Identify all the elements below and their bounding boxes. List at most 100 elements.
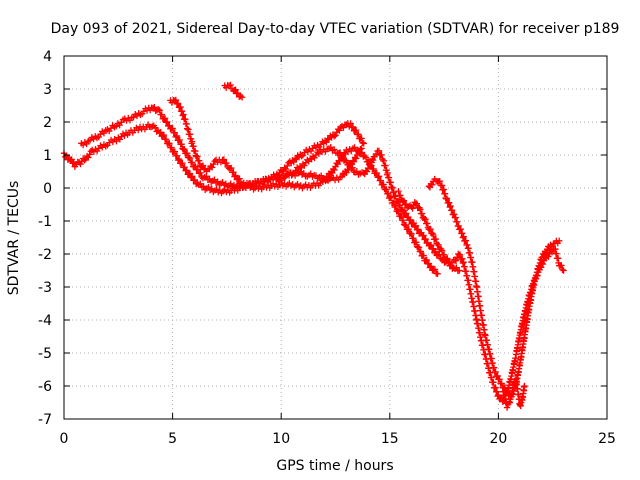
- data-point: [237, 92, 244, 100]
- data-point: [459, 259, 467, 267]
- data-point: [152, 124, 159, 131]
- data-point: [330, 146, 338, 153]
- y-tick-label: 1: [43, 148, 52, 164]
- data-point: [238, 94, 246, 101]
- data-point: [408, 230, 415, 238]
- data-point: [490, 379, 497, 386]
- data-point: [493, 388, 501, 395]
- data-point: [354, 146, 361, 154]
- data-point: [331, 166, 338, 174]
- data-point: [407, 216, 414, 224]
- data-point: [352, 126, 360, 134]
- data-point: [397, 192, 404, 199]
- data-point: [153, 128, 160, 135]
- data-point: [211, 157, 218, 165]
- data-point: [323, 139, 330, 146]
- data-point: [161, 115, 169, 122]
- data-point: [452, 257, 460, 264]
- data-point: [514, 385, 521, 393]
- data-point: [374, 174, 382, 181]
- data-point: [327, 144, 334, 151]
- y-tick-label: -1: [38, 214, 52, 230]
- data-point: [168, 144, 175, 151]
- data-point: [234, 89, 241, 97]
- data-point: [456, 267, 463, 274]
- y-tick-label: -6: [38, 379, 52, 395]
- data-point: [427, 225, 434, 233]
- series-track-7: [221, 81, 246, 101]
- data-point: [353, 168, 360, 175]
- data-point: [68, 156, 75, 163]
- data-point: [232, 172, 239, 179]
- y-tick-label: 3: [43, 82, 52, 98]
- data-point: [339, 153, 346, 160]
- data-point: [302, 159, 310, 166]
- data-point: [490, 364, 498, 371]
- data-point: [395, 187, 402, 195]
- data-point: [77, 160, 84, 168]
- data-point: [322, 177, 329, 185]
- data-point: [453, 264, 460, 271]
- data-point: [452, 214, 459, 221]
- data-point: [413, 200, 420, 207]
- x-tick-label: 5: [168, 431, 177, 447]
- data-point: [396, 202, 404, 209]
- data-point: [399, 216, 407, 224]
- data-point: [443, 195, 451, 202]
- data-point: [223, 159, 230, 167]
- data-point: [503, 404, 511, 411]
- y-tick-label: 2: [43, 115, 52, 131]
- data-point: [240, 179, 247, 187]
- data-point: [417, 248, 425, 255]
- data-point: [451, 211, 458, 218]
- data-point: [431, 266, 439, 273]
- data-point: [179, 159, 186, 167]
- data-point: [186, 154, 194, 162]
- data-point: [200, 183, 207, 190]
- data-point: [422, 216, 429, 223]
- data-point: [542, 249, 550, 256]
- data-point: [363, 168, 371, 175]
- data-point: [162, 136, 170, 143]
- data-point: [375, 173, 383, 180]
- data-point: [398, 206, 406, 213]
- y-tick-label: -5: [38, 346, 52, 362]
- y-axis-label: SDTVAR / TECUs: [6, 181, 22, 296]
- data-point: [435, 241, 442, 249]
- data-point: [436, 178, 443, 185]
- data-point: [301, 162, 308, 169]
- data-point: [559, 266, 566, 273]
- data-point: [191, 176, 198, 184]
- series-track-8: [499, 376, 528, 411]
- data-point: [456, 251, 464, 258]
- data-point: [432, 235, 440, 243]
- y-tick-label: -2: [38, 247, 52, 263]
- data-point: [199, 162, 207, 169]
- series-track-4: [273, 144, 463, 275]
- data-point: [312, 151, 320, 159]
- x-tick-label: 20: [489, 431, 507, 447]
- data-point: [149, 123, 156, 130]
- data-point: [369, 156, 377, 164]
- data-point: [464, 241, 471, 249]
- data-point: [211, 176, 218, 183]
- data-point: [447, 202, 454, 210]
- data-point: [428, 181, 436, 189]
- data-point: [349, 157, 357, 164]
- data-point: [188, 159, 196, 166]
- data-point: [418, 210, 426, 217]
- data-point: [311, 154, 318, 162]
- data-point: [448, 207, 456, 214]
- data-point: [336, 127, 343, 134]
- data-point: [405, 225, 412, 233]
- data-point: [448, 259, 456, 266]
- data-point: [332, 132, 339, 139]
- data-points: [60, 81, 567, 411]
- axis-ticks: [63, 55, 608, 420]
- data-point: [177, 103, 184, 111]
- data-point: [157, 129, 164, 136]
- data-point: [462, 237, 470, 244]
- data-point: [195, 157, 203, 164]
- data-point: [169, 125, 176, 132]
